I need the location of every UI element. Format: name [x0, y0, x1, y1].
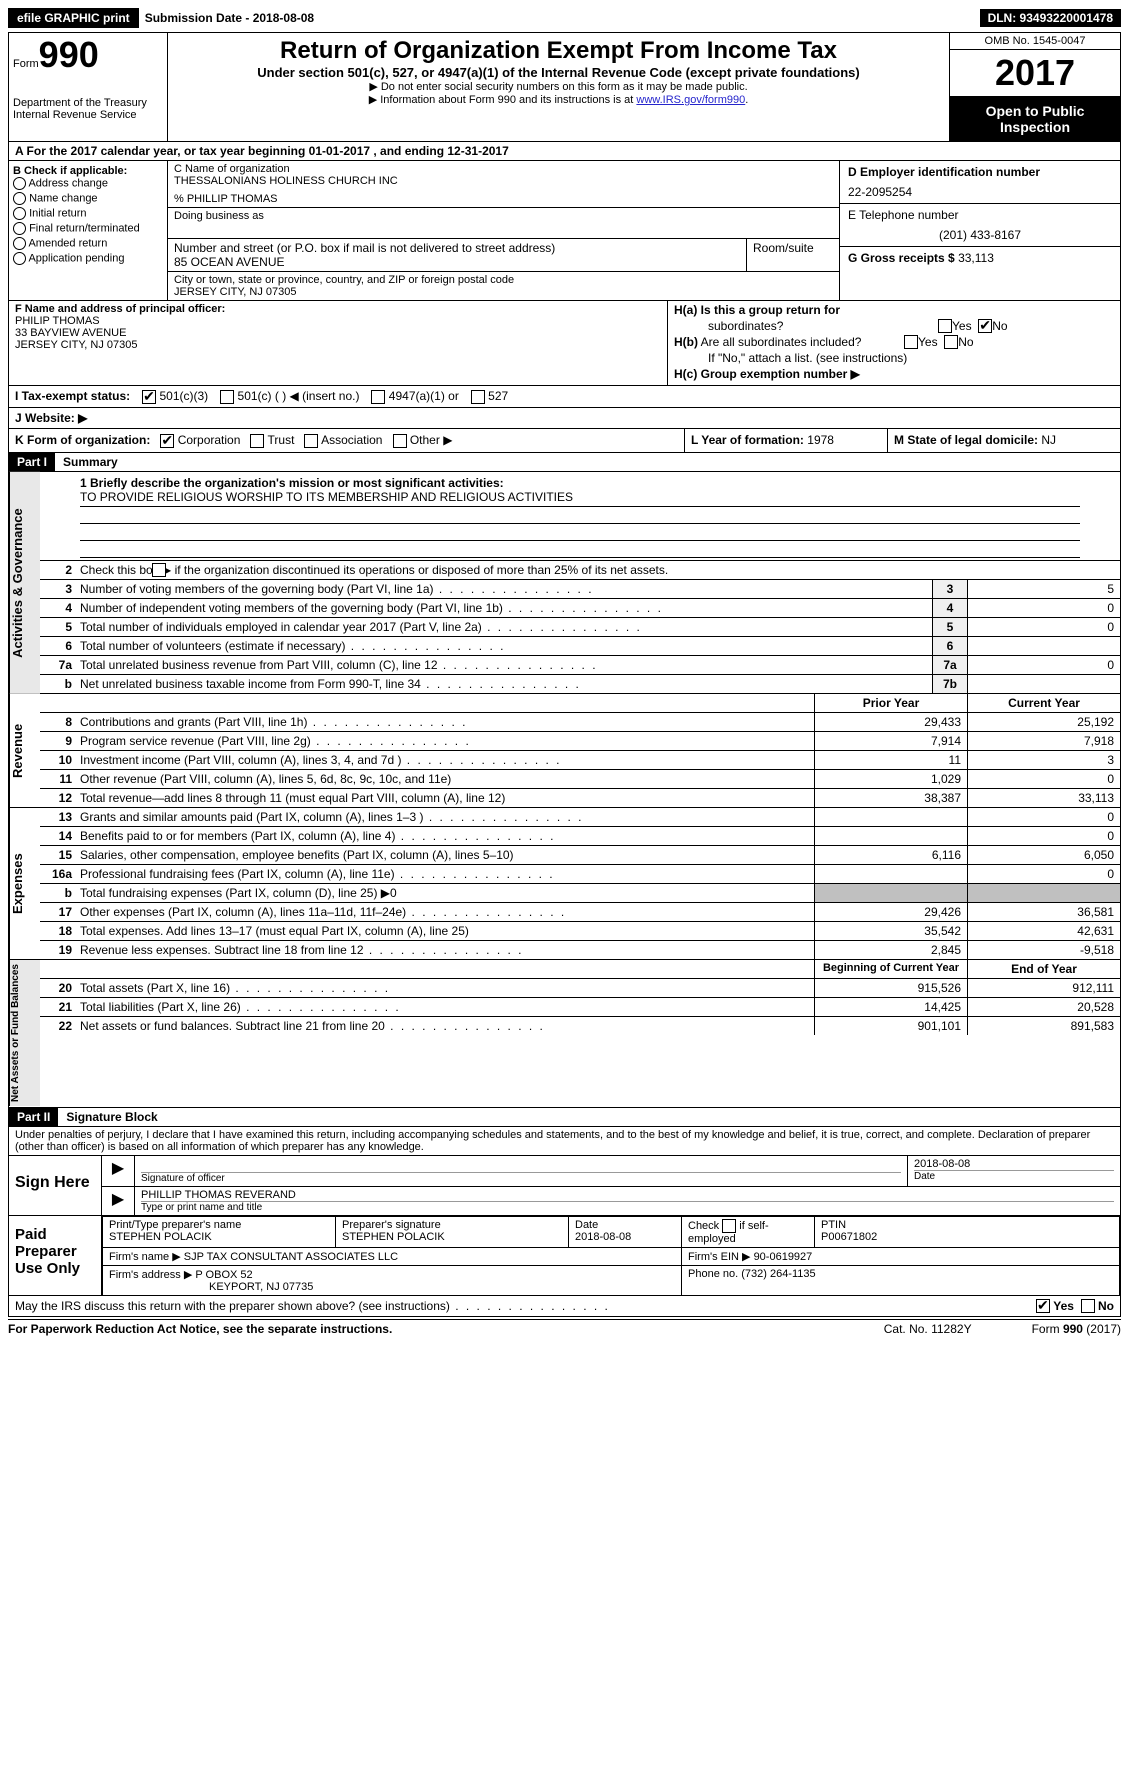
form-header: Form990 Department of the Treasury Inter… — [8, 32, 1121, 142]
527-checkbox[interactable] — [471, 390, 485, 404]
col-d-ein: D Employer identification number 22-2095… — [839, 161, 1120, 300]
dln: DLN: 93493220001478 — [980, 9, 1121, 27]
sign-here-label: Sign Here — [9, 1156, 102, 1215]
street-label: Number and street (or P.O. box if mail i… — [174, 241, 740, 255]
irs-link[interactable]: www.IRS.gov/form990 — [636, 94, 745, 106]
form-subtitle: Under section 501(c), 527, or 4947(a)(1)… — [176, 65, 941, 80]
form-label: Form — [13, 58, 39, 70]
501c3-checkbox[interactable] — [142, 390, 156, 404]
ha-no-checkbox[interactable] — [978, 319, 992, 333]
gross-value: 33,113 — [958, 251, 994, 265]
city-label: City or town, state or province, country… — [174, 274, 833, 286]
dba-label: Doing business as — [174, 210, 833, 222]
ssn-note: ▶ Do not enter social security numbers o… — [176, 80, 941, 93]
self-employed-checkbox[interactable] — [722, 1219, 736, 1233]
omb-number: OMB No. 1545-0047 — [950, 33, 1120, 50]
page-footer: For Paperwork Reduction Act Notice, see … — [8, 1319, 1121, 1336]
org-name-label: C Name of organization — [174, 163, 833, 175]
name-change-checkbox[interactable] — [13, 192, 26, 205]
row-j-website: J Website: ▶ — [8, 408, 1121, 429]
info-note: ▶ Information about Form 990 and its ins… — [176, 93, 941, 106]
net-assets-section: Net Assets or Fund Balances Beginning of… — [8, 960, 1121, 1107]
col-c-org-info: C Name of organization THESSALONIANS HOL… — [168, 161, 839, 300]
col-f-officer: F Name and address of principal officer:… — [9, 301, 668, 385]
revenue-section: Revenue Prior YearCurrent Year 8Contribu… — [8, 694, 1121, 808]
row-a-tax-year: A For the 2017 calendar year, or tax yea… — [8, 142, 1121, 161]
hb-yes-checkbox[interactable] — [904, 335, 918, 349]
net-assets-tab: Net Assets or Fund Balances — [9, 960, 40, 1106]
4947-checkbox[interactable] — [371, 390, 385, 404]
mission-text: TO PROVIDE RELIGIOUS WORSHIP TO ITS MEMB… — [80, 490, 1080, 507]
final-return-checkbox[interactable] — [13, 222, 26, 235]
other-checkbox[interactable] — [393, 434, 407, 448]
efile-print-button[interactable]: efile GRAPHIC print — [8, 8, 139, 28]
signature-block: Under penalties of perjury, I declare th… — [8, 1127, 1121, 1318]
ein-value: 22-2095254 — [848, 185, 1112, 199]
irs-label: Internal Revenue Service — [13, 109, 163, 121]
governance-tab: Activities & Governance — [9, 472, 40, 694]
ein-label: D Employer identification number — [848, 165, 1112, 179]
row-i-tax-status: I Tax-exempt status: 501(c)(3) 501(c) ( … — [8, 386, 1121, 408]
org-name: THESSALONIANS HOLINESS CHURCH INC — [174, 175, 833, 187]
part-i-header: Part I — [9, 453, 55, 471]
room-label: Room/suite — [747, 239, 839, 271]
expenses-tab: Expenses — [9, 808, 40, 959]
street-value: 85 OCEAN AVENUE — [174, 255, 740, 269]
part-ii-header: Part II — [9, 1108, 58, 1126]
ha-yes-checkbox[interactable] — [938, 319, 952, 333]
col-b-checkboxes: B Check if applicable: Address change Na… — [9, 161, 168, 300]
501c-checkbox[interactable] — [220, 390, 234, 404]
preparer-table: Print/Type preparer's nameSTEPHEN POLACI… — [102, 1216, 1120, 1295]
col-b-title: B Check if applicable: — [13, 165, 163, 177]
initial-return-checkbox[interactable] — [13, 207, 26, 220]
city-value: JERSEY CITY, NJ 07305 — [174, 286, 833, 298]
form-number: 990 — [39, 34, 99, 75]
open-to-public: Open to Public Inspection — [950, 97, 1120, 141]
tel-value: (201) 433-8167 — [848, 228, 1112, 242]
discontinued-checkbox[interactable] — [152, 563, 166, 577]
discuss-no-checkbox[interactable] — [1081, 1299, 1095, 1313]
gross-label: G Gross receipts $ — [848, 251, 955, 265]
dept-treasury: Department of the Treasury — [13, 97, 163, 109]
governance-section: Activities & Governance 1 Briefly descri… — [8, 472, 1121, 695]
row-k-form-org: K Form of organization: Corporation Trus… — [8, 429, 1121, 453]
paid-preparer-label: Paid Preparer Use Only — [9, 1216, 102, 1295]
care-of: % PHILLIP THOMAS — [174, 193, 833, 205]
form-title: Return of Organization Exempt From Incom… — [176, 37, 941, 65]
corp-checkbox[interactable] — [160, 434, 174, 448]
topbar: efile GRAPHIC print Submission Date - 20… — [8, 8, 1121, 28]
revenue-tab: Revenue — [9, 694, 40, 807]
assoc-checkbox[interactable] — [304, 434, 318, 448]
tax-year: 2017 — [950, 50, 1120, 97]
amended-return-checkbox[interactable] — [13, 237, 26, 250]
expenses-section: Expenses 13Grants and similar amounts pa… — [8, 808, 1121, 960]
submission-date: Submission Date - 2018-08-08 — [145, 11, 314, 25]
address-change-checkbox[interactable] — [13, 177, 26, 190]
trust-checkbox[interactable] — [250, 434, 264, 448]
application-pending-checkbox[interactable] — [13, 252, 26, 265]
officer-name: PHILLIP THOMAS REVERAND — [141, 1189, 1114, 1201]
tel-label: E Telephone number — [848, 208, 1112, 222]
discuss-yes-checkbox[interactable] — [1036, 1299, 1050, 1313]
col-h-group: H(a) Is this a group return for subordin… — [668, 301, 1120, 385]
hb-no-checkbox[interactable] — [944, 335, 958, 349]
